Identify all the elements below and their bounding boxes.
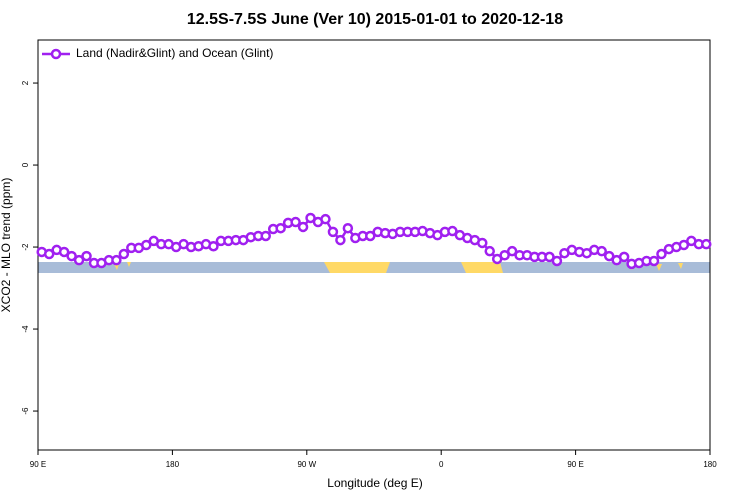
land-band [678,263,683,269]
land-band [127,262,131,267]
data-point [290,216,301,228]
data-point [81,250,92,262]
land-band [114,264,119,270]
data-point [365,230,376,242]
data-point [544,251,555,263]
x-tick-label: 90 W [297,460,316,469]
land-band [461,262,503,273]
x-tick-label: 180 [703,460,717,469]
data-point [648,255,660,267]
data-point [342,222,354,234]
data-point [551,255,563,267]
x-axis-label: Longitude (deg E) [327,476,422,490]
data-point [118,248,130,260]
x-tick-label: 90 E [30,460,46,469]
data-point [208,240,219,252]
data-point [477,237,488,249]
x-tick-label: 180 [166,460,180,469]
land-band [656,264,662,271]
data-point [297,221,309,233]
data-point [603,250,615,262]
data-point [656,248,667,260]
data-point [327,226,339,238]
y-tick-label: -6 [21,407,30,415]
y-tick-label: 0 [21,162,30,167]
data-point [320,213,331,225]
data-point [506,245,518,257]
data-point [43,248,55,260]
data-point [260,230,271,242]
x-tick-label: 0 [439,460,444,469]
chart-title: 12.5S-7.5S June (Ver 10) 2015-01-01 to 2… [187,11,563,28]
data-point [335,234,346,246]
data-point [484,245,495,257]
land-band [324,262,390,273]
y-tick-label: 2 [21,80,30,85]
data-point [141,239,152,251]
y-tick-label: -4 [21,325,30,333]
surface-mask [38,262,710,273]
data-point [111,254,122,266]
data-point [275,222,286,234]
y-tick-label: -2 [21,243,30,251]
data-point [701,238,712,250]
x-tick-label: 90 E [567,460,583,469]
data-point [447,225,458,237]
data-point [678,239,690,251]
data-point [73,254,85,266]
data-point [499,250,510,261]
y-axis-label: XCO2 - MLO trend (ppm) [0,178,13,313]
data-point [66,250,77,262]
legend-label: Land (Nadir&Glint) and Ocean (Glint) [76,46,273,60]
data-point [596,245,607,257]
data-point [618,251,630,263]
data-point [305,212,316,224]
data-point [58,246,70,258]
legend-marker [50,48,62,60]
